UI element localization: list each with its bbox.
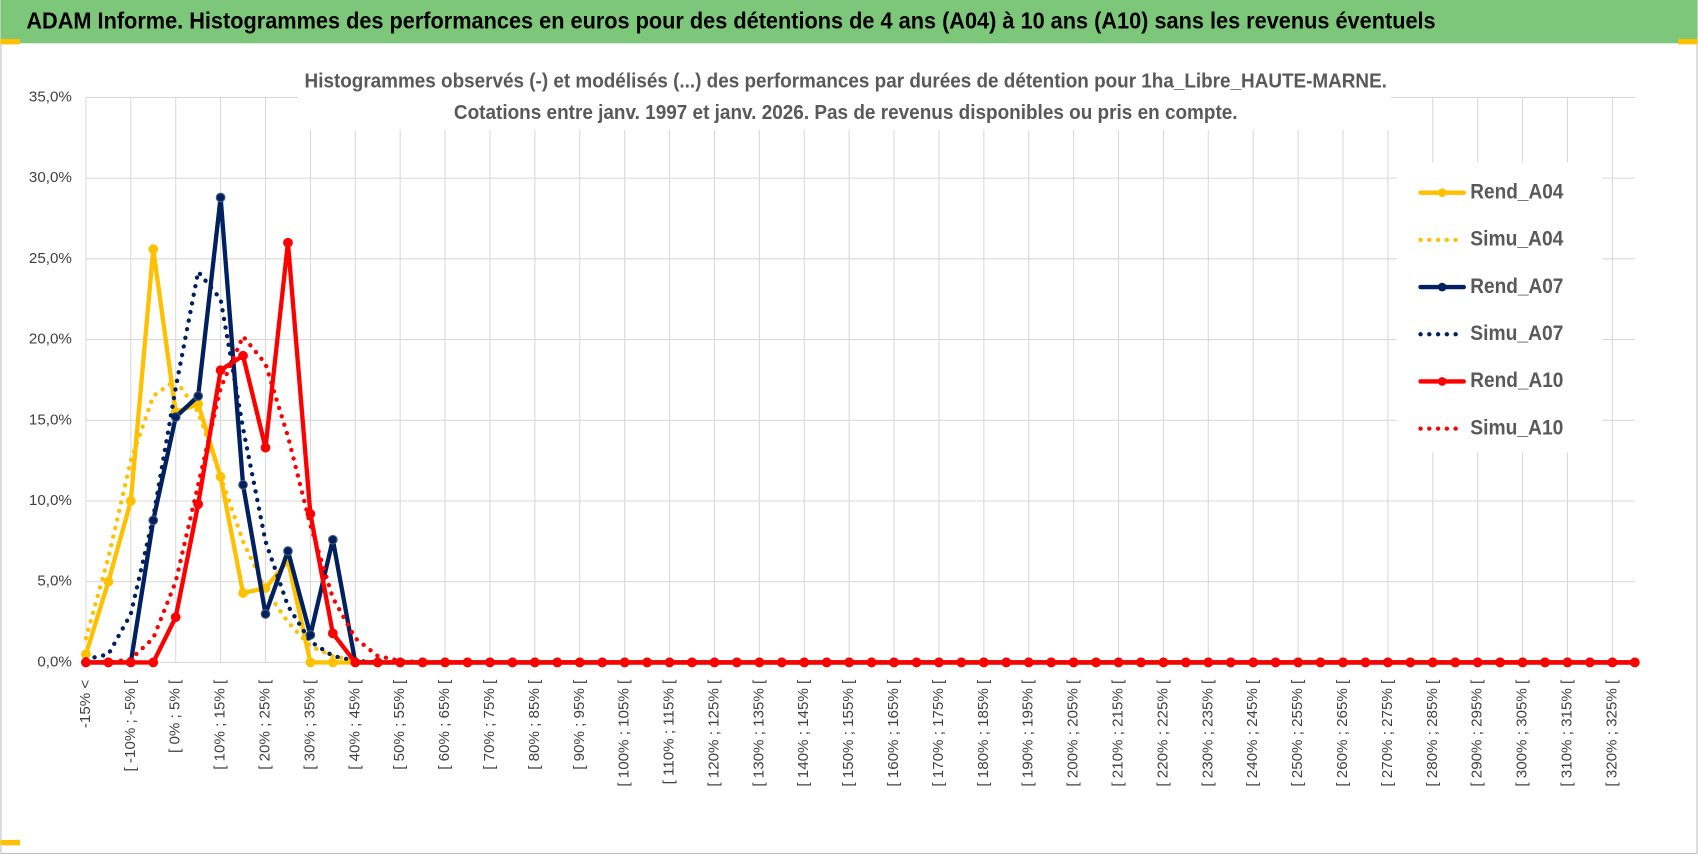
marker [238, 479, 248, 490]
x-tick-label: [ 90% ; 95% [ [571, 679, 588, 770]
marker [238, 588, 248, 598]
legend-label: Rend_A10 [1470, 367, 1563, 392]
x-tick-label: [ 180% ; 185% [ [975, 679, 992, 787]
legend-marker [1437, 188, 1447, 197]
y-tick-label: 30,0% [29, 169, 72, 186]
x-tick-label: [ 60% ; 65% [ [436, 679, 453, 770]
x-tick-label: [ 290% ; 295% [ [1469, 679, 1486, 787]
x-tick-label: [ 10% ; 15% [ [212, 679, 229, 770]
legend-label: Rend_A04 [1470, 178, 1563, 203]
marker [327, 628, 338, 639]
x-tick-label: [ 110% ; 115% [ [661, 679, 678, 784]
marker [327, 534, 338, 545]
marker [305, 657, 316, 668]
series-line [83, 269, 1637, 665]
x-tick-label: [ 150% ; 155% [ [840, 679, 857, 787]
x-tick-label: [ 190% ; 195% [ [1020, 679, 1037, 787]
x-tick-label: [ 30% ; 35% [ [301, 679, 318, 770]
chart-subtitle: Cotations entre janv. 1997 et janv. 2026… [454, 101, 1238, 124]
marker [170, 612, 181, 623]
x-tick-label: [ 280% ; 285% [ [1424, 679, 1441, 787]
corner [0, 38, 20, 45]
corner [0, 839, 20, 846]
corner [1678, 38, 1698, 45]
marker [327, 657, 338, 668]
marker [193, 391, 204, 401]
marker [372, 657, 383, 668]
legend-marker [1437, 282, 1447, 292]
x-tick-label: [ 250% ; 255% [ [1289, 679, 1306, 787]
marker [260, 442, 271, 453]
header-bar [0, 0, 1698, 44]
legend-marker [1437, 377, 1447, 386]
x-tick-label: [ 240% ; 245% [ [1244, 679, 1261, 787]
y-tick-label: 35,0% [29, 88, 72, 105]
header-title: ADAM Informe. Histogrammes des performan… [26, 8, 1435, 34]
x-tick-label: [ 20% ; 25% [ [257, 679, 274, 770]
title-bg [298, 67, 1392, 130]
chart-title: Histogrammes observés (-) et modélisés (… [305, 70, 1387, 93]
x-tick-label: [ 120% ; 125% [ [705, 679, 722, 787]
y-tick-label: 25,0% [29, 250, 72, 267]
x-tick-label: [ 100% ; 105% [ [616, 679, 633, 787]
marker [215, 365, 226, 376]
x-tick-label: [ 220% ; 225% [ [1154, 679, 1171, 787]
legend-label: Simu_A04 [1470, 226, 1563, 251]
marker [170, 412, 181, 422]
marker [350, 657, 361, 668]
x-tick-label: [ 0% ; 5% [ [167, 679, 184, 753]
y-tick-label: 0,0% [37, 653, 72, 670]
marker [148, 657, 159, 668]
x-tick-label: [ 160% ; 165% [ [885, 679, 902, 787]
x-tick-label: [ 170% ; 175% [ [930, 679, 947, 787]
x-tick-label: [ 320% ; 325% [ [1603, 679, 1620, 787]
legend-label: Rend_A07 [1470, 273, 1563, 298]
marker [238, 350, 248, 361]
marker [125, 496, 136, 506]
x-tick-label: [ 50% ; 55% [ [391, 679, 408, 770]
x-tick-label: [ 200% ; 205% [ [1065, 679, 1082, 787]
legend-label: Simu_A07 [1470, 320, 1563, 345]
x-tick-label: [ 310% ; 315% [ [1558, 679, 1575, 787]
y-tick-label: 5,0% [37, 573, 72, 590]
x-tick-label: [ 40% ; 45% [ [346, 679, 363, 770]
y-tick-label: 10,0% [29, 492, 72, 509]
series-line [83, 334, 1637, 665]
legend-label: Simu_A10 [1470, 414, 1563, 439]
y-tick-label: 15,0% [29, 411, 72, 428]
x-tick-label: [ 260% ; 265% [ [1334, 679, 1351, 787]
marker [215, 192, 226, 203]
marker [103, 576, 114, 587]
x-tick-label: [ 70% ; 75% [ [481, 679, 498, 770]
x-tick-label: [ 130% ; 135% [ [750, 679, 767, 787]
marker [283, 546, 293, 556]
x-tick-label: [ -10% ; -5% [ [122, 679, 139, 772]
x-tick-label: [ 270% ; 275% [ [1379, 679, 1396, 787]
marker [283, 237, 293, 248]
y-tick-label: 20,0% [29, 331, 72, 348]
x-tick-label: [ 210% ; 215% [ [1110, 679, 1127, 787]
x-tick-label: [ 140% ; 145% [ [795, 679, 812, 787]
x-tick-label: [ 230% ; 235% [ [1199, 679, 1216, 787]
marker [260, 609, 271, 619]
x-tick-label: -15% < [77, 680, 94, 729]
x-tick-label: [ 80% ; 85% [ [526, 679, 543, 770]
x-tick-label: [ 300% ; 305% [ [1514, 679, 1531, 787]
legend-bg [1396, 162, 1603, 453]
marker [148, 244, 159, 255]
